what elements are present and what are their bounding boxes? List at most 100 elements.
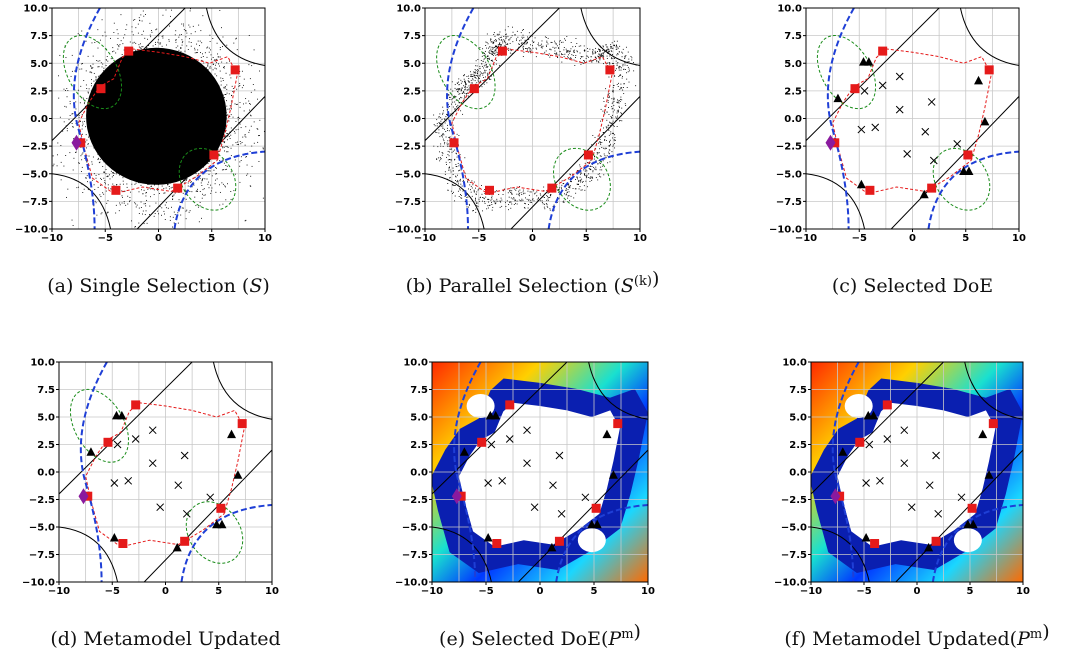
sample-point [87,55,89,57]
sample-point [198,173,200,175]
sample-point [141,46,143,48]
sample-point [537,43,539,45]
sample-point [569,173,571,175]
sample-point [605,157,607,159]
sample-point [87,92,89,94]
sample-point [102,166,104,167]
sample-point [476,75,478,76]
sample-point [213,60,215,62]
sample-point [184,180,186,181]
sample-point [201,217,202,219]
sample-point [216,167,217,169]
sample-point [245,156,247,158]
sample-point [222,46,223,48]
sample-point [97,159,99,161]
sample-point [473,72,475,73]
sample-point [126,183,128,185]
plot-area [50,8,267,229]
sample-point [144,214,146,216]
sample-point [174,34,176,36]
sample-point [143,30,144,32]
sample-point [207,46,209,48]
sample-point [508,204,510,206]
sample-point [109,178,111,180]
sample-point [225,145,227,147]
sample-point [83,120,85,122]
sample-point [241,141,243,143]
sample-point [97,186,99,188]
sample-point [210,184,212,186]
sample-point [433,145,435,147]
sample-point [203,62,205,64]
sample-point [455,175,456,177]
sample-point [134,226,136,228]
sample-point [188,211,190,213]
sample-point [456,153,457,155]
sample-point [521,29,523,31]
sample-point [622,48,624,50]
sample-point [127,195,129,197]
sample-point [222,94,224,96]
sample-point [118,45,120,47]
sample-point [135,226,136,227]
sample-point [149,34,151,36]
sample-point [447,183,449,184]
sample-point [96,60,98,61]
sample-point [231,85,233,87]
limit-curve [205,8,265,66]
sample-point [85,177,87,179]
sample-point [523,51,525,53]
sample-point [166,44,167,46]
sample-point [455,165,457,167]
sample-point [237,128,239,130]
sample-point [234,173,236,175]
sample-point [244,135,246,137]
sample-point [249,103,250,105]
sample-point [149,22,151,24]
sample-point [185,218,187,220]
sample-point [186,45,188,47]
sample-point [233,190,235,192]
sample-point [259,119,261,121]
sample-point [92,63,94,65]
sample-point [203,188,205,190]
sample-point [441,136,443,138]
sample-point [92,67,94,69]
sample-point [226,92,228,94]
sample-point [584,189,586,191]
sample-point [226,151,228,153]
sample-point [202,53,203,55]
sample-point [183,25,184,27]
sample-point [71,70,73,72]
y-tick-label: −7.5 [22,197,48,208]
sample-point [105,35,107,37]
sample-point [253,49,255,51]
sample-point [112,47,114,49]
sample-point [512,26,513,28]
sample-point [87,181,88,183]
sample-point [50,188,51,189]
sample-point [206,67,207,69]
sample-point [234,159,236,161]
sample-point [122,183,124,185]
sample-point [121,195,123,197]
sample-point [495,63,497,65]
sample-point [451,115,453,117]
sample-point [58,97,60,99]
sample-point [266,160,267,161]
sample-point [240,127,242,129]
sample-point [460,195,462,196]
sample-point [454,159,455,161]
sample-point [95,174,97,176]
sample-point [449,96,451,98]
sample-point [107,187,109,189]
sample-point [451,148,452,150]
sample-point [612,87,614,89]
sample-point [227,114,229,116]
sample-point [467,80,469,82]
sample-point [131,31,133,33]
blue-contour [173,150,265,229]
sample-point [142,46,144,48]
sample-point [143,189,145,191]
sample-point [525,203,526,205]
